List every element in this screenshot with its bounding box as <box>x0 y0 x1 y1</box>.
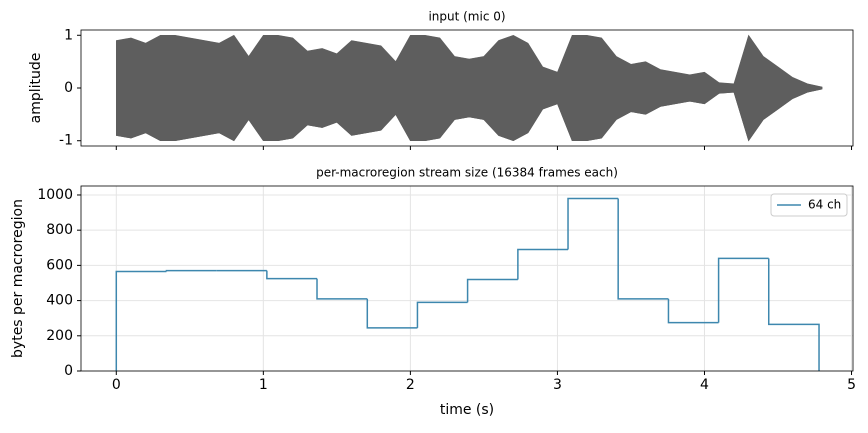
y-axis-label: bytes per macroregion <box>10 199 26 358</box>
subplot-title: per-macroregion stream size (16384 frame… <box>316 166 618 180</box>
legend-box <box>770 193 848 217</box>
x-tick-label: 1 <box>259 377 268 393</box>
axes-frame <box>80 185 854 372</box>
x-axis-label: time (s) <box>440 402 494 418</box>
step-segment <box>717 257 769 323</box>
step-segment <box>667 298 719 324</box>
step-segment <box>517 248 569 280</box>
x-tick-label: 5 <box>847 377 856 393</box>
step-segment <box>767 258 820 371</box>
subplot-title: input (mic 0) <box>428 10 505 24</box>
y-tick-label: 200 <box>46 328 73 344</box>
step-segment <box>416 301 468 328</box>
x-tick-label: 3 <box>553 377 562 393</box>
y-tick-label: 0 <box>64 80 73 96</box>
y-axis-label: amplitude <box>28 53 44 124</box>
waveform-upper <box>115 34 823 142</box>
x-tick-label: 0 <box>112 377 121 393</box>
axes-frame <box>80 29 854 147</box>
y-tick-label: 1 <box>64 27 73 43</box>
step-segment <box>115 270 167 371</box>
y-tick-label: 1000 <box>37 187 73 203</box>
x-tick-label: 4 <box>700 377 709 393</box>
y-tick-label: 0 <box>64 363 73 379</box>
step-segment <box>567 197 619 250</box>
step-segment <box>617 198 669 300</box>
y-tick-label: 800 <box>46 222 73 238</box>
waveform-lower <box>116 88 823 142</box>
step-segment <box>366 298 418 329</box>
y-tick-label: 600 <box>46 257 73 273</box>
y-tick-label: -1 <box>59 133 73 149</box>
step-segment <box>316 278 368 300</box>
y-tick-label: 400 <box>46 293 73 309</box>
step-segment <box>266 270 318 280</box>
x-tick-label: 2 <box>406 377 415 393</box>
step-segment <box>165 269 217 272</box>
step-segment <box>466 278 518 303</box>
legend-label: 64 ch <box>808 198 841 212</box>
